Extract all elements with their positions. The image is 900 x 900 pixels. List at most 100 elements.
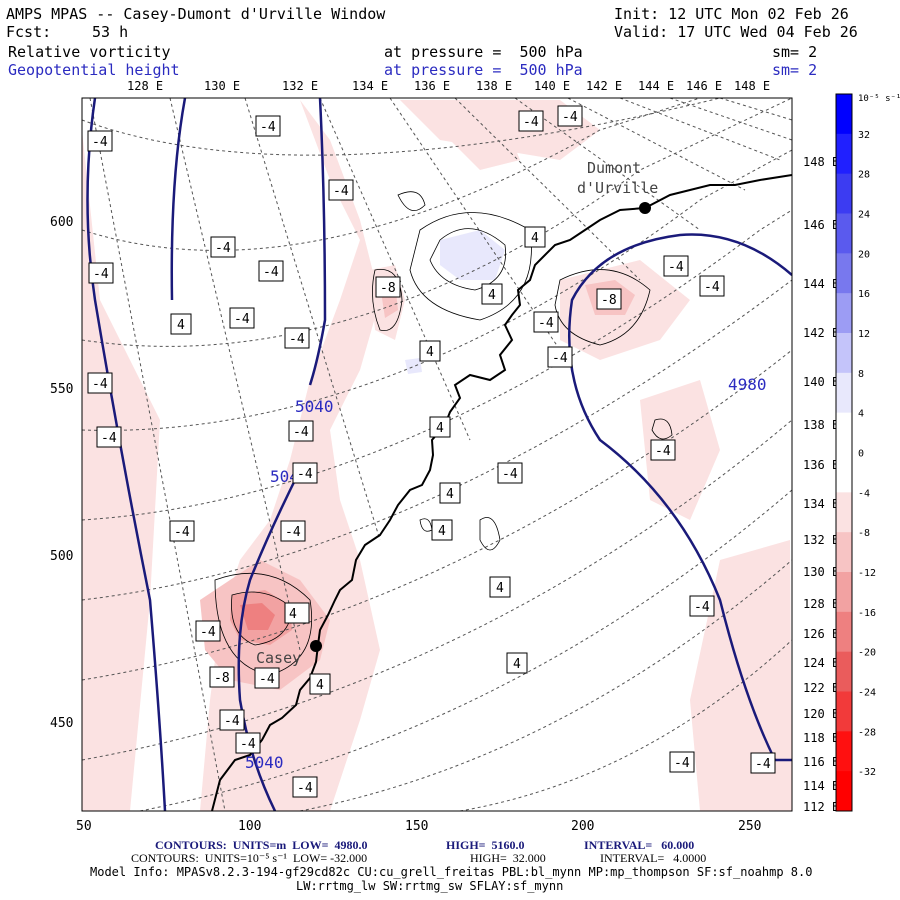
vorticity-label: -4 [219,709,245,731]
svg-text:4: 4 [488,288,496,303]
svg-text:4: 4 [531,231,539,246]
forecast-hours: 53 h [92,23,129,41]
footer-vorticity-contours: CONTOURS: UNITS=10⁻⁵ s⁻¹ LOW= -32.000 [131,851,368,865]
vorticity-label: -4 [87,130,113,152]
svg-text:-4: -4 [694,600,710,615]
vorticity-label: -4 [292,776,318,798]
colorbar-segment [836,532,852,573]
colorbar-segment [836,572,852,613]
svg-text:4: 4 [316,678,324,693]
y-axis-label: 500 [50,549,73,564]
top-lon-label: 130 E [204,79,240,93]
colorbar-tick-label: -20 [858,648,876,659]
colorbar-segment [836,372,852,414]
colorbar-segment [836,691,852,732]
field-height-smoothing: sm= 2 [772,61,818,79]
svg-text:-4: -4 [240,737,256,752]
colorbar-segment [836,771,852,812]
right-lon-label: 136 E [803,458,839,472]
right-lon-label: 146 E [803,218,839,232]
footer-height-high: HIGH= 5160.0 [446,838,525,852]
vorticity-label: -4 [254,667,280,689]
svg-text:-4: -4 [333,184,349,199]
vorticity-label: -4 [255,115,281,137]
colorbar-tick-label: -8 [858,528,870,539]
vorticity-label: -4 [195,620,221,642]
colorbar-tick-label: 12 [858,329,870,340]
vorticity-label: 4 [481,283,503,305]
svg-text:-4: -4 [200,625,216,640]
footer-height-interval: INTERVAL= 60.000 [584,838,695,852]
vorticity-label: -4 [557,105,583,127]
svg-text:-4: -4 [285,525,301,540]
plot-frame [81,97,793,812]
vorticity-label: -4 [292,462,318,484]
svg-text:-4: -4 [755,757,771,772]
right-lon-label: 122 E [803,681,839,695]
svg-text:-4: -4 [215,241,231,256]
height-label: 5040 [295,397,334,416]
height-contours [86,98,792,811]
vorticity-label: -4 [88,262,114,284]
vorticity-label: 4 [429,416,451,438]
right-lon-label: 116 E [803,755,839,769]
colorbar [835,93,853,812]
top-lon-label: 136 E [414,79,450,93]
colorbar-tick-label: -4 [858,488,870,499]
colorbar-tick-label: -12 [858,568,876,579]
svg-text:-4: -4 [234,312,250,327]
colorbar-tick-label: -16 [858,608,876,619]
svg-text:-8: -8 [380,281,396,296]
footer-vorticity-interval: INTERVAL= 4.0000 [600,851,707,865]
x-axis-label: 250 [738,819,761,834]
svg-text:4: 4 [436,421,444,436]
right-lon-label: 138 E [803,418,839,432]
top-lon-label: 146 E [686,79,722,93]
casey-station [310,640,322,652]
vorticity-label: -4 [497,462,523,484]
init-time: Init: 12 UTC Mon 02 Feb 26 [614,5,849,23]
svg-text:-4: -4 [174,525,190,540]
vorticity-label: 4 [524,226,546,248]
vorticity-label: -8 [209,666,235,688]
top-lon-label: 134 E [352,79,388,93]
vorticity-label: 4 [431,519,453,541]
svg-text:4: 4 [446,487,454,502]
top-lon-label: 148 E [734,79,770,93]
vorticity-label: -4 [650,439,676,461]
svg-text:4: 4 [426,345,434,360]
svg-text:-4: -4 [297,467,313,482]
valid-time: Valid: 17 UTC Wed 04 Feb 26 [614,23,858,41]
field-height: Geopotential height [8,61,180,79]
vorticity-label: -4 [96,426,122,448]
top-lon-label: 142 E [586,79,622,93]
footer-model-info: Model Info: MPASv8.2.3-194-gf29cd82c CU:… [90,865,813,879]
svg-text:-4: -4 [562,110,578,125]
colorbar-tick-label: 8 [858,369,864,380]
vorticity-label: 4 [170,313,192,335]
svg-text:-4: -4 [502,467,518,482]
top-lon-label: 132 E [282,79,318,93]
colorbar-tick-label: -24 [858,688,876,699]
colorbar-segment [836,452,852,493]
svg-text:-4: -4 [655,444,671,459]
svg-text:-4: -4 [552,351,568,366]
x-axis-label: 50 [76,819,92,834]
y-axis-label: 600 [50,215,73,230]
vorticity-label: -4 [547,346,573,368]
x-axis-label: 100 [238,819,261,834]
svg-text:4: 4 [438,524,446,539]
right-lon-label: 120 E [803,707,839,721]
colorbar-segment [836,731,852,772]
svg-text:-4: -4 [297,781,313,796]
svg-text:4: 4 [496,581,504,596]
colorbar-segment [836,412,852,453]
vorticity-label: -4 [328,179,354,201]
svg-text:4: 4 [513,657,521,672]
vorticity-label: -4 [235,732,261,754]
right-lon-label: 112 E [803,800,839,814]
vorticity-label: -4 [689,595,715,617]
colorbar-frame [835,93,853,812]
vorticity-label: 4 [419,340,441,362]
